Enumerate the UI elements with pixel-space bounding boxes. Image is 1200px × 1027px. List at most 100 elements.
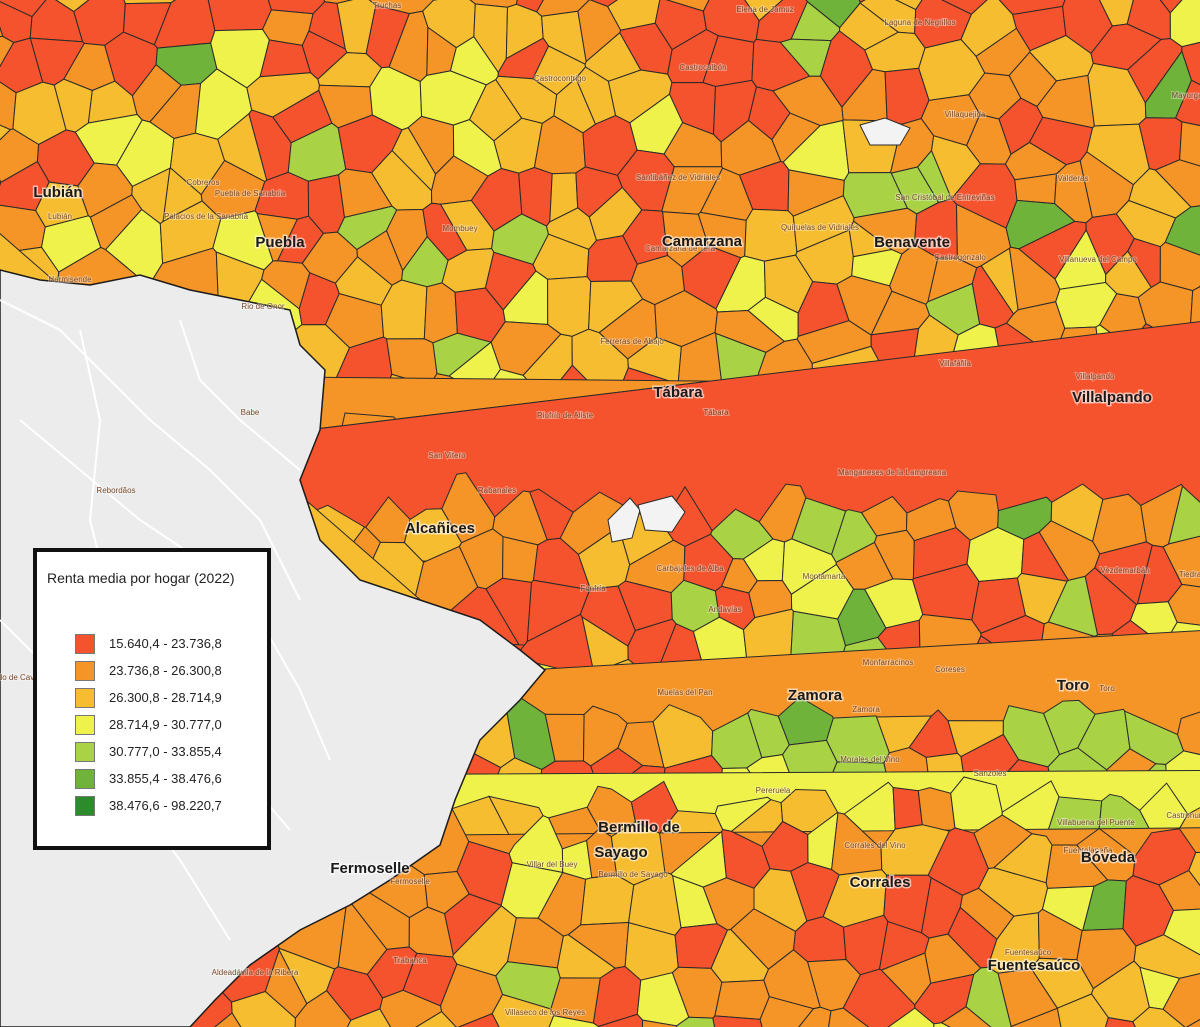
minor-place-label: Toro (1099, 684, 1115, 693)
road-line (179, 319, 301, 471)
minor-place-label: Montamarta (803, 572, 846, 581)
minor-place-label: Castrocontrigo (534, 74, 587, 83)
municipality-polygon[interactable] (545, 1015, 599, 1027)
municipality-polygon[interactable] (827, 1007, 878, 1027)
major-place-label: Fuentesaúco (988, 957, 1081, 974)
municipality-polygon[interactable] (1162, 534, 1200, 588)
legend-swatch (75, 741, 95, 762)
major-place-label: Lubián (33, 184, 82, 201)
minor-place-label: Mayorga (1171, 91, 1200, 100)
minor-place-label: Quiruelas de Vidriales (781, 223, 859, 232)
minor-place-label: Macedo de Cavaleiros (0, 673, 58, 682)
minor-place-label: Sanzoles (974, 769, 1007, 778)
major-place-label: Tábara (653, 384, 703, 401)
legend-swatch (75, 714, 95, 735)
minor-place-label: Ferreras de Abajo (600, 337, 664, 346)
minor-place-label: San Vitero (428, 451, 466, 460)
map-legend: Renta media por hogar (2022) 15.640,4 - … (33, 548, 271, 850)
minor-place-label: Santibáñez de Vidriales (636, 173, 720, 182)
major-place-label: Bermillo de (598, 819, 680, 836)
minor-place-label: Villabuena del Puente (1057, 818, 1135, 827)
municipality-polygon[interactable] (1176, 709, 1200, 757)
municipality-polygon[interactable] (940, 1006, 1003, 1027)
major-place-label: Alcañices (405, 520, 475, 537)
minor-place-label: Laguna de Negrillos (884, 18, 955, 27)
minor-place-label: Elena de Jamuz (736, 5, 793, 14)
legend-item: 26.300,8 - 28.714,9 (75, 684, 222, 711)
municipality-polygon[interactable] (641, 1019, 678, 1027)
minor-place-label: Tiedra (1179, 570, 1200, 579)
major-place-label: Toro (1057, 677, 1089, 694)
minor-place-label: Corrales del Vino (844, 841, 906, 850)
minor-place-label: Manganeses de la Lampreana (838, 468, 947, 477)
municipality-polygon[interactable] (547, 276, 592, 337)
nodata-polygon (607, 497, 641, 543)
municipality-polygon[interactable] (580, 874, 635, 926)
minor-place-label: Villar del Buey (527, 860, 578, 869)
minor-place-label: Rabanales (478, 486, 516, 495)
minor-place-label: Villalpando (1076, 372, 1116, 381)
municipality-polygon[interactable] (400, 1010, 457, 1027)
municipality-polygon[interactable] (1179, 121, 1200, 167)
minor-place-label: Fuentesaúco (1005, 948, 1052, 957)
municipality-polygon[interactable] (1167, 583, 1200, 626)
municipality-polygon[interactable] (1158, 869, 1200, 912)
minor-place-label: Villafáfila (939, 359, 971, 368)
legend-label: 26.300,8 - 28.714,9 (109, 690, 222, 705)
major-place-label: Corrales (850, 874, 911, 891)
major-place-label: Benavente (874, 234, 950, 251)
road-line (0, 299, 301, 601)
minor-place-label: Trabanca (393, 956, 427, 965)
legend-item: 15.640,4 - 23.736,8 (75, 630, 222, 657)
minor-place-label: Castrogonzalo (934, 253, 986, 262)
major-place-label: Zamora (788, 687, 843, 704)
minor-place-label: Lubián (48, 212, 72, 221)
municipality-polygon[interactable] (1182, 1014, 1200, 1027)
municipality-polygon[interactable] (744, 208, 798, 262)
minor-place-label: Palacios de la Sanabria (164, 212, 249, 221)
municipality-polygon[interactable] (933, 1022, 968, 1027)
minor-place-label: Villaseco de los Reyes (505, 1008, 585, 1017)
minor-place-label: Fuentelapeña (1064, 846, 1113, 855)
municipality-polygon[interactable] (502, 536, 539, 583)
minor-place-label: Carbajales de Alba (656, 564, 724, 573)
municipality-polygon[interactable] (714, 979, 770, 1020)
municipality-polygon[interactable] (207, 0, 272, 32)
municipality-polygon[interactable] (423, 282, 458, 344)
minor-place-label: Muelas del Pan (657, 688, 712, 697)
minor-place-label: Hermisende (48, 275, 92, 284)
legend-swatch (75, 687, 95, 708)
minor-place-label: Camarzana de Tera (645, 244, 716, 253)
minor-place-label: Rebordãos (96, 486, 135, 495)
minor-place-label: Coreses (935, 665, 965, 674)
major-place-label: Bóveda (1081, 849, 1136, 866)
legend-item: 30.777,0 - 33.855,4 (75, 738, 222, 765)
municipality-polygon[interactable] (1164, 205, 1200, 259)
minor-place-label: San Cristóbal de Entreviñas (895, 193, 994, 202)
minor-place-label: Pereruela (756, 786, 791, 795)
legend-label: 33.855,4 - 38.476,6 (109, 771, 222, 786)
minor-place-label: Villanueva del Campo (1059, 255, 1137, 264)
municipality-polygon[interactable] (892, 786, 923, 830)
municipality-polygon[interactable] (379, 989, 443, 1027)
major-place-label: Camarzana (662, 233, 743, 250)
legend-swatch (75, 633, 95, 654)
legend-swatch (75, 768, 95, 789)
legend-item: 23.736,8 - 26.300,8 (75, 657, 222, 684)
minor-place-label: Truchas (373, 1, 402, 10)
legend-item: 28.714,9 - 30.777,0 (75, 711, 222, 738)
legend-label: 28.714,9 - 30.777,0 (109, 717, 222, 732)
municipality-polygon[interactable] (1163, 908, 1200, 961)
municipality-polygon[interactable] (0, 35, 15, 77)
minor-place-label: Riofrío de Aliste (537, 411, 594, 420)
major-place-label: Fermoselle (330, 860, 409, 877)
minor-place-label: Puebla de Sanabria (215, 189, 286, 198)
minor-place-label: Monfarracinos (863, 658, 914, 667)
minor-place-label: Fermoselle (390, 877, 430, 886)
minor-place-label: Valderas (1058, 174, 1089, 183)
legend-swatch (75, 660, 95, 681)
minor-place-label: Tábara (703, 408, 729, 417)
municipality-polygon[interactable] (1132, 1006, 1186, 1027)
